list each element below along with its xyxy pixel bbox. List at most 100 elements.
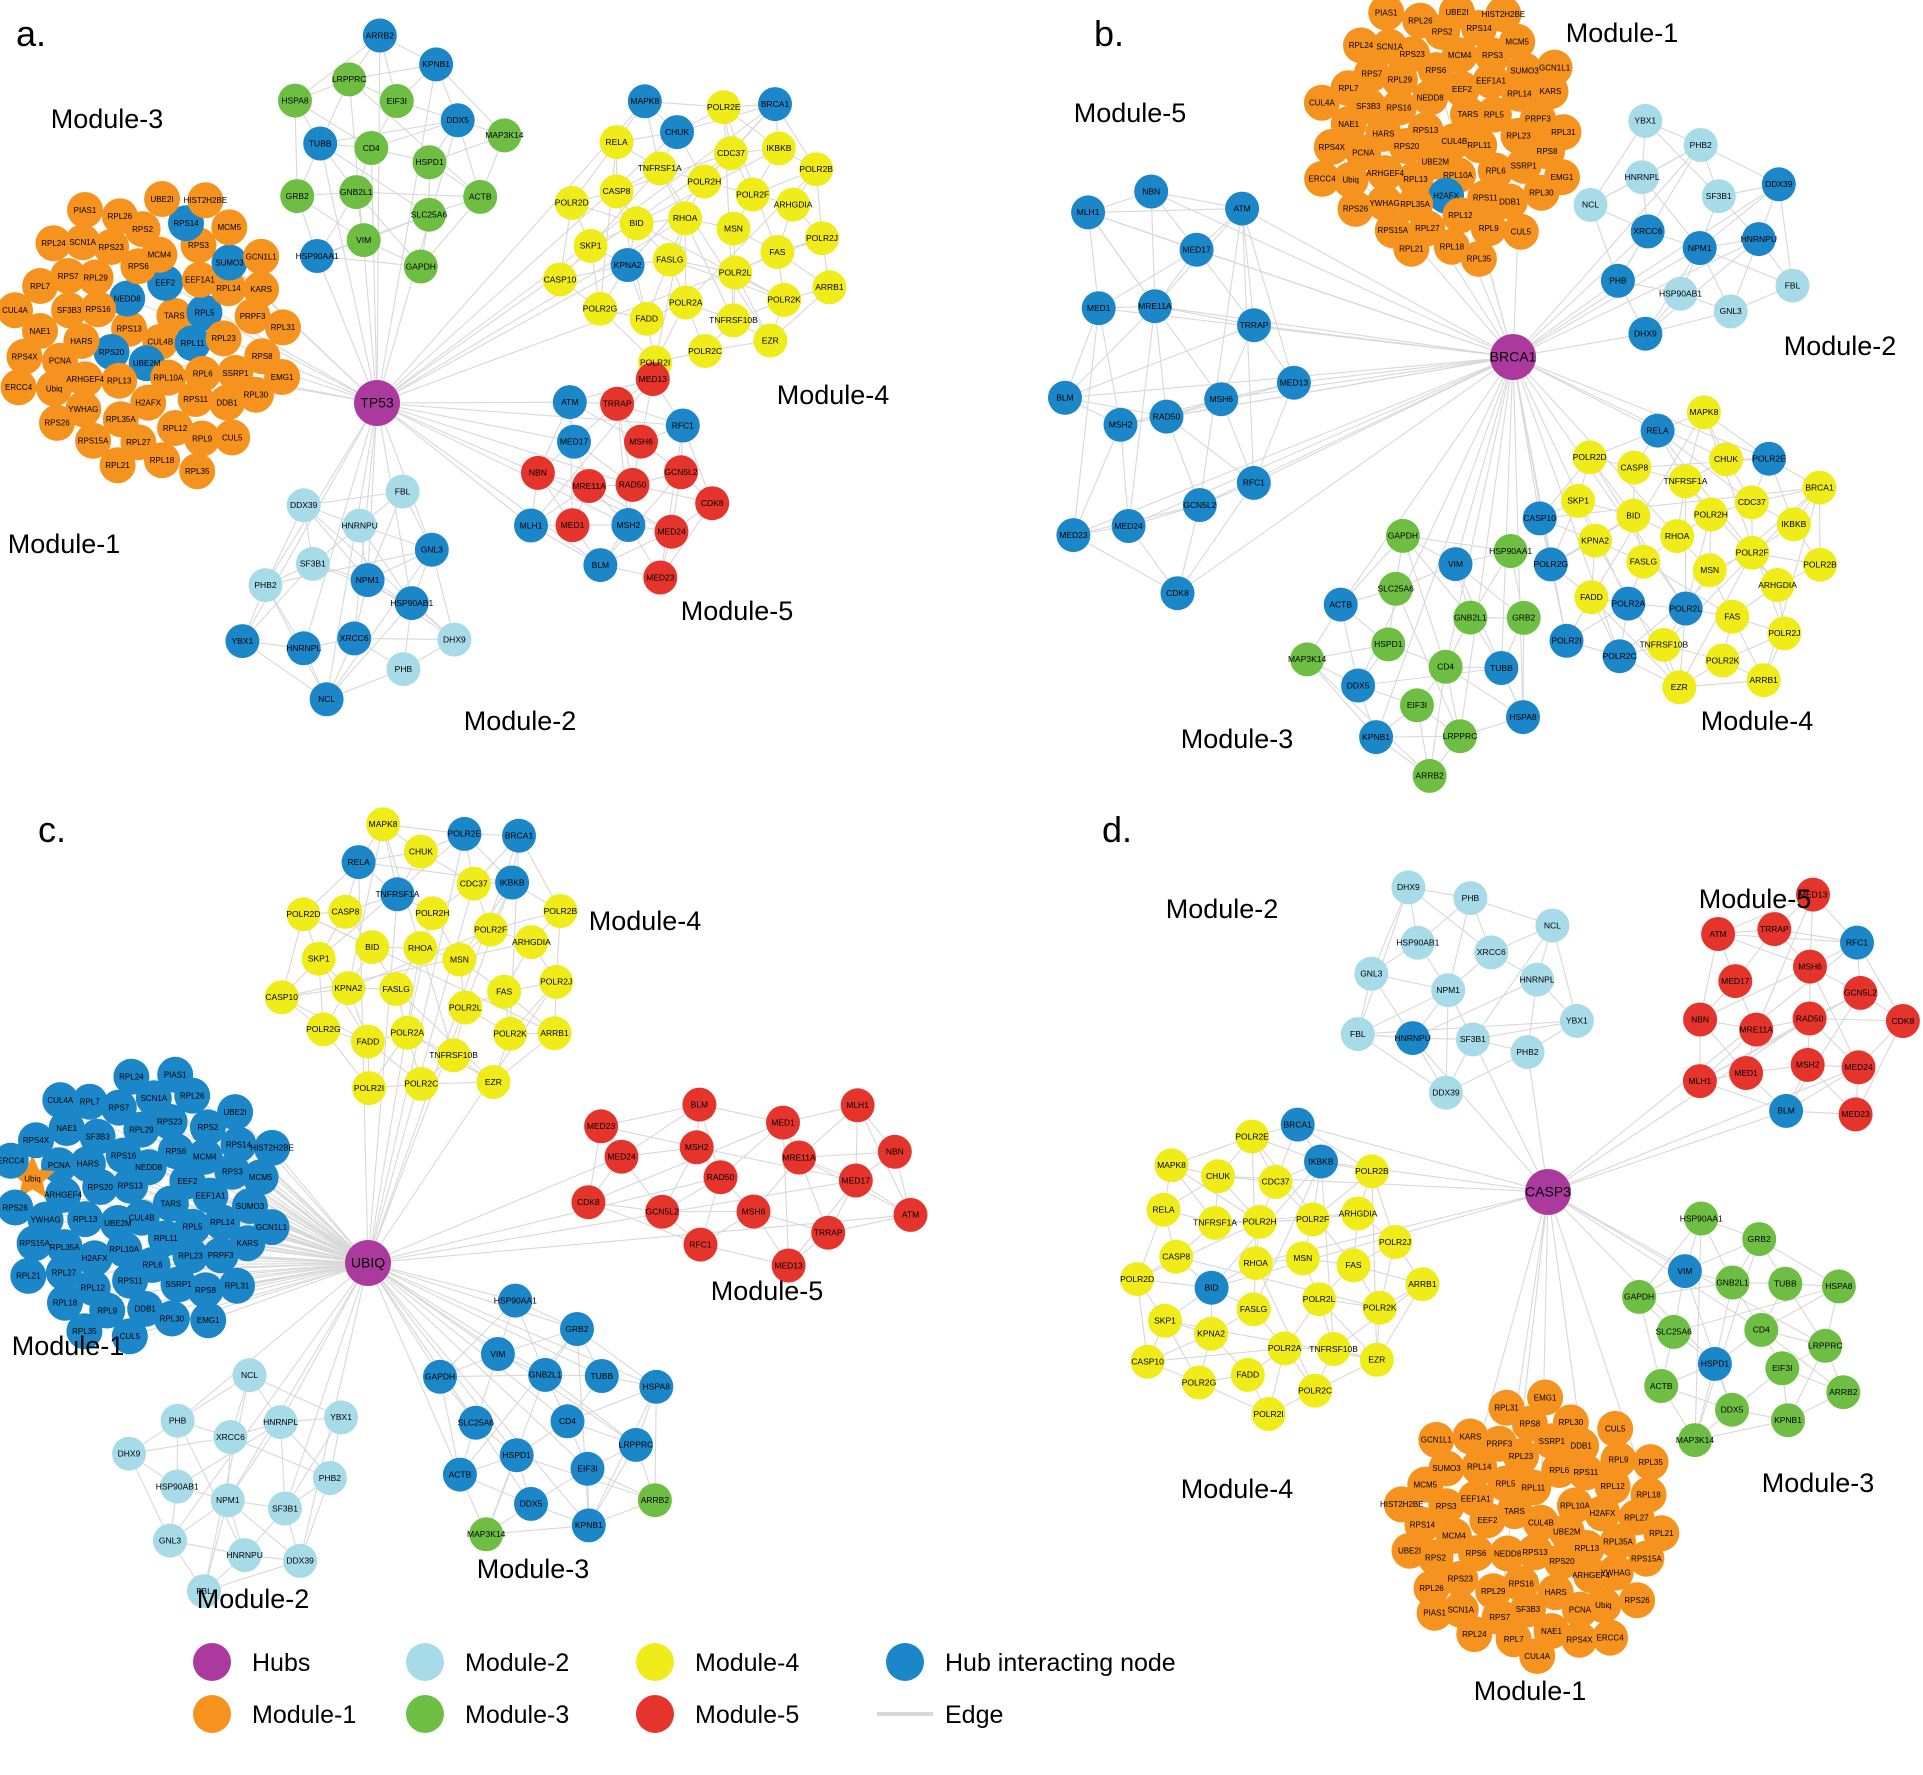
node-DDX5[interactable] (514, 1486, 548, 1521)
node-SLC25A6[interactable] (1656, 1314, 1691, 1349)
node-RPL14[interactable] (210, 270, 247, 307)
node-BID[interactable] (355, 930, 390, 965)
node-SF3B3[interactable] (1510, 1591, 1546, 1628)
node-MED17[interactable] (838, 1163, 873, 1198)
node-POLR2D[interactable] (554, 185, 589, 220)
node-RPL26[interactable] (1402, 2, 1439, 39)
node-POLR2E[interactable] (1752, 441, 1786, 476)
node-SLC25A6[interactable] (412, 197, 446, 232)
node-NBN[interactable] (520, 455, 555, 490)
node-RHOA[interactable] (1238, 1246, 1273, 1281)
node-CASP10[interactable] (1522, 501, 1557, 536)
node-MAP3K14[interactable] (469, 1517, 504, 1552)
node-ERCC4[interactable] (1304, 160, 1341, 197)
node-RPL35[interactable] (66, 1313, 103, 1350)
node-MED13[interactable] (635, 362, 670, 397)
node-KPNA2[interactable] (1194, 1316, 1229, 1351)
node-RAD50[interactable] (615, 467, 650, 502)
node-HSPD1[interactable] (1371, 627, 1406, 662)
node-SUMO3[interactable] (211, 244, 248, 281)
node-RPL7[interactable] (1330, 70, 1367, 107)
node-RPL23[interactable] (205, 320, 242, 357)
node-POLR2G[interactable] (1182, 1365, 1216, 1400)
node-ERCC4[interactable] (1592, 1619, 1629, 1656)
node-ARRB1[interactable] (1405, 1267, 1440, 1302)
node-RPS2[interactable] (189, 1109, 226, 1146)
node-RPL18[interactable] (47, 1284, 83, 1321)
node-HSP90AA1[interactable] (1684, 1201, 1719, 1236)
node-BRCA1[interactable] (758, 87, 792, 122)
node-CHUK[interactable] (1709, 442, 1743, 477)
node-UBE2I[interactable] (1391, 1532, 1428, 1569)
node-RPL35[interactable] (1460, 240, 1497, 277)
node-EMG1[interactable] (1527, 1379, 1564, 1416)
node-PHB2[interactable] (312, 1461, 347, 1495)
node-CDC37[interactable] (456, 866, 491, 901)
node-POLR2J[interactable] (1378, 1225, 1413, 1259)
node-MRE11A[interactable] (1137, 289, 1172, 324)
node-PHB2[interactable] (248, 568, 283, 603)
node-DDX39[interactable] (283, 1543, 318, 1578)
node-RPS4X[interactable] (1561, 1621, 1598, 1658)
node-CUL4A[interactable] (0, 292, 33, 329)
node-TARS[interactable] (156, 297, 193, 334)
node-MED23[interactable] (1056, 518, 1091, 553)
node-POLR2A[interactable] (1267, 1331, 1302, 1366)
node-MSN[interactable] (716, 211, 751, 246)
node-RAD50[interactable] (703, 1160, 738, 1195)
node-RPL13[interactable] (101, 362, 138, 399)
node-RPS7[interactable] (100, 1089, 137, 1126)
node-MLH1[interactable] (1071, 195, 1106, 230)
node-RPL27[interactable] (45, 1254, 82, 1291)
node-RPS23[interactable] (1442, 1560, 1479, 1597)
node-GAPDH[interactable] (1622, 1279, 1657, 1314)
node-GCN5L2[interactable] (664, 455, 698, 490)
node-RPS26[interactable] (1619, 1582, 1656, 1619)
node-RPL35[interactable] (179, 453, 216, 490)
node-POLR2F[interactable] (1295, 1202, 1330, 1237)
node-YWHAG[interactable] (1597, 1554, 1634, 1591)
node-MAPK8[interactable] (1686, 395, 1721, 430)
node-RPL29[interactable] (77, 259, 114, 296)
node-BRCA1[interactable] (1280, 1107, 1315, 1142)
node-MED24[interactable] (604, 1139, 639, 1174)
node-SKP1[interactable] (573, 228, 608, 263)
node-RPS11[interactable] (112, 1262, 149, 1299)
node-RPL5[interactable] (186, 294, 223, 331)
node-HSPA8[interactable] (639, 1369, 674, 1404)
node-NEDD8[interactable] (109, 280, 146, 317)
node-HIST2H2BE[interactable] (187, 182, 224, 219)
node-YBX1[interactable] (324, 1400, 359, 1435)
node-HNRNPU[interactable] (1741, 222, 1776, 257)
node-FBL[interactable] (385, 474, 420, 509)
node-ARRB2[interactable] (362, 18, 397, 53)
node-HSP90AA1[interactable] (1493, 534, 1528, 568)
node-HSP90AB1[interactable] (1663, 276, 1698, 311)
node-RPS11[interactable] (177, 381, 214, 417)
node-RPS4X[interactable] (6, 338, 43, 375)
node-ATM[interactable] (1225, 191, 1260, 226)
node-RPL14[interactable] (204, 1204, 241, 1241)
node-POLR2C[interactable] (404, 1066, 439, 1101)
node-GRB2[interactable] (1506, 600, 1541, 635)
node-DDX5[interactable] (440, 103, 475, 138)
node-RPL29[interactable] (123, 1111, 160, 1148)
node-RPS26[interactable] (1337, 190, 1374, 227)
node-TRRAP[interactable] (600, 386, 635, 421)
node-YBX1[interactable] (1628, 103, 1663, 138)
node-MSN[interactable] (1285, 1241, 1320, 1276)
node-GAPDH[interactable] (403, 249, 438, 284)
node-RPS11[interactable] (1567, 1454, 1604, 1491)
node-POLR2B[interactable] (1354, 1154, 1389, 1189)
node-ARHGDIA[interactable] (1341, 1196, 1375, 1231)
node-HNRNPL[interactable] (263, 1405, 298, 1440)
node-RPL23[interactable] (172, 1237, 209, 1274)
node-POLR2K[interactable] (767, 282, 802, 317)
node-RPL10A[interactable] (150, 359, 187, 396)
node-EMG1[interactable] (1544, 159, 1580, 196)
node-ATM[interactable] (552, 385, 587, 420)
node-HSP90AA1[interactable] (498, 1283, 533, 1318)
node-RPL31[interactable] (265, 309, 301, 346)
node-ARRB1[interactable] (1746, 663, 1781, 698)
node-MSN[interactable] (442, 942, 477, 977)
